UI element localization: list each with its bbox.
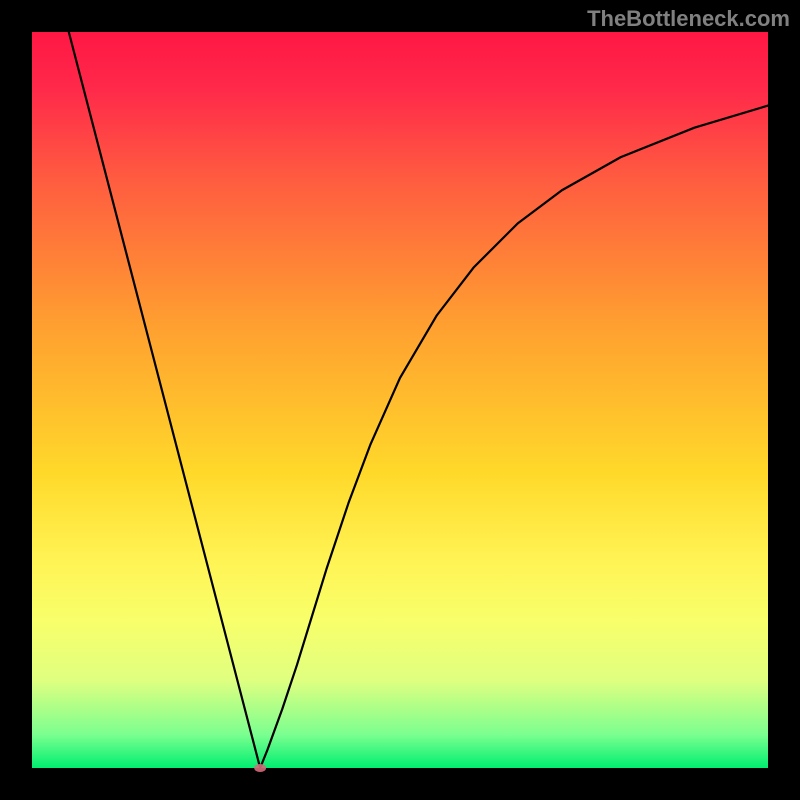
- bottleneck-chart: [0, 0, 800, 800]
- minimum-marker: [254, 764, 266, 772]
- watermark-text: TheBottleneck.com: [587, 6, 790, 32]
- chart-container: TheBottleneck.com: [0, 0, 800, 800]
